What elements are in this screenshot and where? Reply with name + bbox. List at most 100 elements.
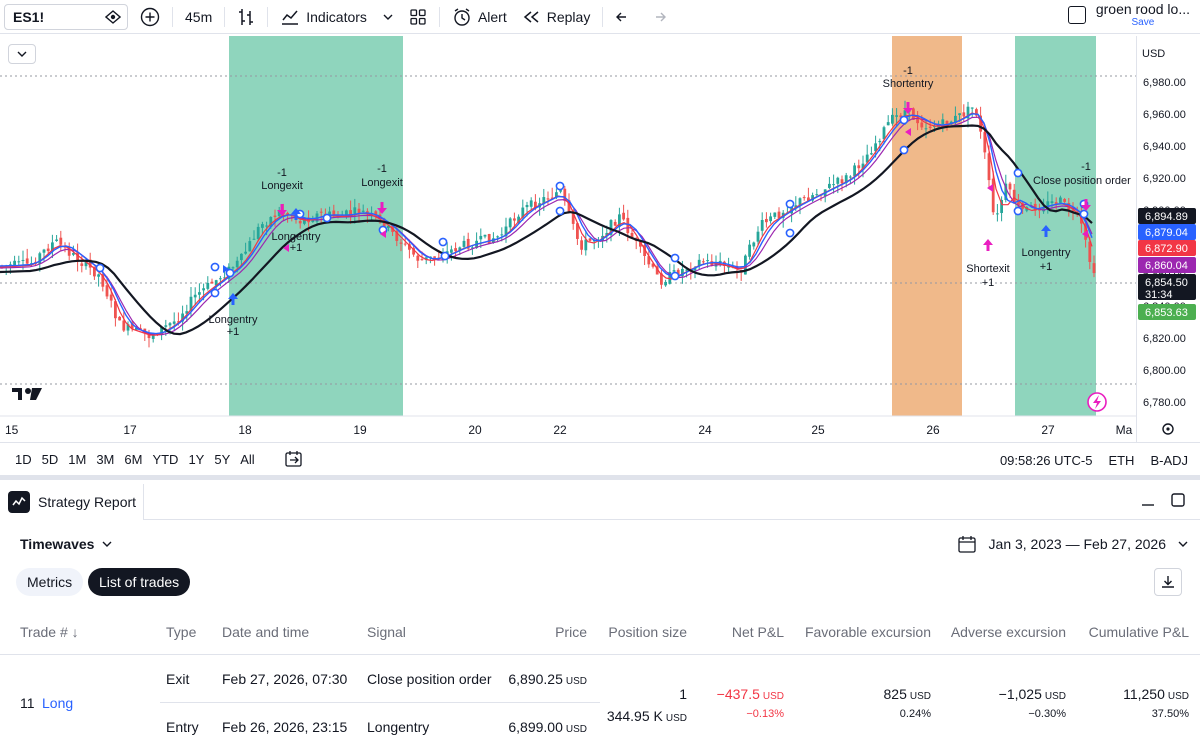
date-range-selector[interactable]: Jan 3, 2023 — Feb 27, 2026	[957, 534, 1188, 554]
candle-body	[613, 221, 617, 226]
chart-type-button[interactable]	[229, 3, 263, 31]
candle-body	[420, 259, 424, 261]
candle-body	[416, 255, 420, 261]
tab-metrics[interactable]: Metrics	[16, 568, 84, 596]
price-tag	[1138, 208, 1196, 224]
indicators-dropdown[interactable]	[375, 3, 401, 31]
time-tick-label: 19	[353, 423, 367, 437]
candle-body	[244, 251, 247, 254]
candle-body	[210, 281, 214, 284]
candle-body	[265, 225, 268, 227]
candle-body	[559, 190, 562, 192]
undo-button[interactable]	[607, 3, 641, 31]
candle-body	[534, 201, 537, 209]
logo-shape	[30, 388, 42, 400]
candle-body	[51, 242, 54, 252]
candle-body	[1050, 201, 1054, 204]
price-axis[interactable]	[1136, 36, 1200, 442]
period-5y[interactable]: 5Y	[214, 451, 231, 467]
symbol-search[interactable]: ES1!	[4, 3, 128, 30]
add-symbol-button[interactable]	[132, 3, 168, 31]
candle-body	[794, 205, 798, 208]
col-date-time: Date and time	[222, 624, 310, 640]
gear-hub	[1166, 427, 1170, 431]
cumulative-pct: 37.50%	[1151, 708, 1189, 720]
signal-label: Longentry	[209, 314, 258, 326]
download-button[interactable]	[1154, 568, 1182, 596]
exit-type: Exit	[166, 671, 190, 687]
indicators-button[interactable]: Indicators	[272, 3, 375, 31]
collapse-legend-button[interactable]	[8, 44, 36, 64]
arrow-down-icon	[903, 102, 913, 114]
entry-signal: Longentry	[367, 719, 430, 735]
signal-label: Longentry	[272, 231, 321, 243]
period-all[interactable]: All	[240, 451, 255, 467]
replay-button[interactable]: Replay	[515, 3, 599, 31]
candle-body	[214, 280, 218, 286]
row-divider	[160, 702, 600, 703]
goto-date-icon[interactable]	[284, 449, 304, 469]
candle-body	[903, 110, 907, 120]
minimize-icon[interactable]	[1140, 492, 1156, 513]
layout-name-block[interactable]: groen rood lo... Save	[1096, 2, 1190, 29]
cross-marker	[785, 228, 795, 238]
interval-button[interactable]: 45m	[185, 8, 213, 25]
candle-body	[42, 249, 46, 253]
candle-body	[618, 214, 621, 227]
signal-qty: -1	[1081, 161, 1091, 173]
clock[interactable]: 09:58:26 UTC-5	[999, 453, 1093, 468]
arrow-down-icon	[1081, 199, 1091, 211]
candle-body	[878, 140, 882, 143]
period-ytd[interactable]: YTD	[152, 451, 179, 467]
favorable-excursion: 825	[883, 686, 907, 702]
entry-type: Entry	[166, 719, 199, 735]
cross-marker	[785, 199, 795, 209]
period-3m[interactable]: 3M	[96, 451, 115, 467]
candle-body	[130, 322, 134, 329]
signal-qty: +1	[227, 326, 240, 338]
candle-body	[660, 273, 663, 285]
candle-body	[403, 243, 407, 245]
period-1y[interactable]: 1Y	[188, 451, 205, 467]
candle-body	[546, 198, 550, 200]
candle-body	[672, 270, 676, 272]
candle-body	[525, 204, 529, 208]
col-trade-number[interactable]: Trade # ↓	[20, 624, 79, 640]
redo-button[interactable]	[641, 3, 675, 31]
period-6m[interactable]: 6M	[124, 451, 143, 467]
net-pnl: −437.5	[716, 686, 760, 702]
adjustment[interactable]: B-ADJ	[1150, 453, 1188, 468]
chevron-down-icon	[17, 51, 27, 57]
templates-button[interactable]	[401, 3, 435, 31]
price-tag-countdown: 31:34	[1145, 289, 1173, 301]
strategy-report-tab[interactable]: Strategy Report	[0, 484, 144, 520]
layout-save-label[interactable]: Save	[1131, 17, 1155, 28]
layout-checkbox[interactable]	[1067, 6, 1086, 24]
compare-eye-icon[interactable]	[105, 9, 121, 24]
divider	[438, 6, 440, 27]
currency-label[interactable]: USD	[1142, 48, 1166, 60]
period-1m[interactable]: 1M	[68, 451, 87, 467]
candle-body	[668, 271, 672, 284]
candle-body	[1038, 209, 1041, 211]
tab-list-of-trades[interactable]: List of trades	[88, 568, 191, 596]
period-5d[interactable]: 5D	[41, 451, 59, 467]
cross-marker	[555, 181, 565, 191]
lightning-icon	[1087, 392, 1107, 412]
price-chart[interactable]: Longentry+1-1LongexitLongentry+1-1Longex…	[0, 36, 1200, 442]
chart-area[interactable]: Longentry +1 -1 Longexit Longentry +1 -1 Longex…	[0, 36, 1200, 442]
candle-body	[462, 240, 466, 247]
candle-body	[945, 120, 949, 126]
trade-triangle	[380, 230, 386, 238]
strategy-selector[interactable]: Timewaves	[20, 536, 112, 552]
period-1d[interactable]: 1D	[15, 451, 32, 467]
candle-body	[303, 218, 306, 224]
alert-button[interactable]: Alert	[444, 3, 515, 31]
maximize-icon[interactable]	[1170, 492, 1186, 513]
signal-label: Longexit	[261, 180, 303, 192]
position-qty: 1	[679, 686, 687, 702]
candle-body	[454, 248, 457, 252]
session-type[interactable]: ETH	[1108, 453, 1135, 468]
candle-body	[857, 165, 861, 169]
candle-body	[25, 258, 29, 264]
